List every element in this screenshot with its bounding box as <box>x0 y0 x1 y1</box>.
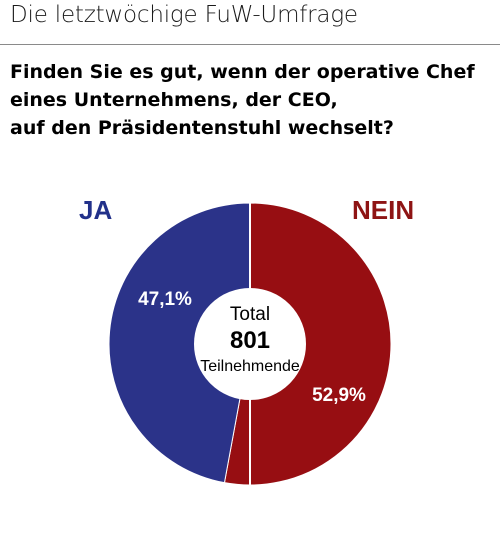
category-label-nein: NEIN <box>352 195 415 225</box>
category-label-ja: JA <box>79 195 113 225</box>
question-line-1: Finden Sie es gut, wenn der operative Ch… <box>10 61 475 83</box>
data-label-ja: 47,1% <box>138 289 192 310</box>
question-line-3: auf den Präsidentenstuhl wechselt? <box>10 117 394 139</box>
center-total-value: 801 <box>230 327 270 354</box>
poll-question: Finden Sie es gut, wenn der operative Ch… <box>10 58 495 142</box>
slice-nein <box>223 202 392 486</box>
center-label-bottom: Teilnehmende <box>200 358 300 375</box>
slice-ja <box>108 202 251 484</box>
data-label-nein: 52,9% <box>312 385 366 406</box>
center-label-top: Total <box>230 304 270 325</box>
poll-kicker: Die letztwöchige FuW-Umfrage <box>10 2 358 28</box>
header-divider <box>0 44 500 45</box>
question-line-2: eines Unternehmens, der CEO, <box>10 89 338 111</box>
